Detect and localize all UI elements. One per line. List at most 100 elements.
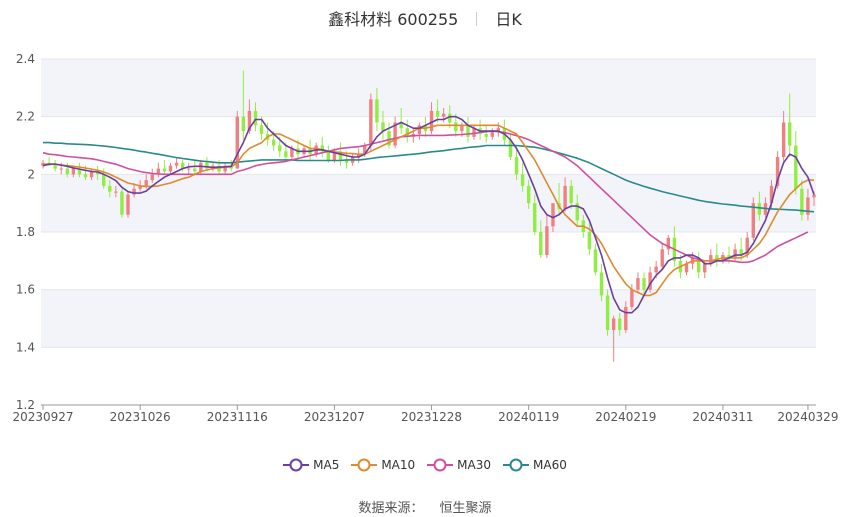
candle-body bbox=[108, 185, 112, 192]
candle bbox=[715, 243, 719, 267]
candle-body bbox=[338, 151, 343, 160]
candle-body bbox=[812, 194, 816, 198]
candle bbox=[806, 188, 810, 221]
candle bbox=[369, 93, 373, 152]
candle-body bbox=[563, 185, 567, 209]
candle-body bbox=[290, 148, 294, 158]
candle bbox=[180, 159, 185, 172]
candle-body bbox=[235, 116, 239, 169]
candle bbox=[399, 108, 403, 134]
candle-body bbox=[751, 203, 755, 238]
title-divider bbox=[476, 12, 478, 26]
candle-body bbox=[259, 125, 264, 134]
candle-body bbox=[278, 145, 282, 152]
candle-body bbox=[684, 263, 689, 273]
candle bbox=[800, 180, 804, 221]
x-tick-label: 20230927 bbox=[12, 410, 73, 424]
candle-body bbox=[587, 232, 592, 250]
candle-body bbox=[526, 185, 531, 204]
candle bbox=[393, 116, 397, 149]
x-tick-label: 20231116 bbox=[207, 410, 268, 424]
candle-body bbox=[624, 306, 628, 331]
candle bbox=[624, 301, 628, 333]
candle-body bbox=[126, 194, 130, 215]
y-tick-label: 2.4 bbox=[16, 52, 35, 66]
candle bbox=[788, 93, 792, 158]
candle bbox=[223, 162, 227, 175]
candle-body bbox=[120, 191, 124, 215]
candle bbox=[168, 162, 173, 175]
candle bbox=[490, 128, 494, 140]
candle-body bbox=[781, 122, 786, 158]
ma10-line bbox=[43, 124, 814, 297]
candle-body bbox=[363, 145, 367, 155]
candle-body bbox=[65, 168, 69, 175]
candle-body bbox=[788, 122, 792, 146]
candle-body bbox=[539, 232, 543, 256]
candle bbox=[636, 272, 640, 293]
candle bbox=[696, 252, 701, 279]
candle-body bbox=[332, 151, 337, 160]
candle bbox=[539, 220, 543, 258]
candle-body bbox=[605, 295, 610, 331]
candle-body bbox=[800, 188, 804, 215]
y-tick-label: 1.2 bbox=[16, 398, 35, 412]
grid-band bbox=[41, 59, 816, 117]
candle bbox=[569, 180, 573, 209]
legend-item-ma60[interactable]: MA60 bbox=[503, 458, 567, 472]
candle-body bbox=[162, 168, 167, 172]
candle-body bbox=[393, 122, 397, 146]
candle bbox=[648, 266, 652, 293]
candle-body bbox=[205, 162, 209, 169]
candle-body bbox=[727, 255, 731, 258]
plot-background bbox=[41, 59, 816, 348]
candle bbox=[593, 243, 598, 276]
grid-band bbox=[41, 174, 816, 232]
candle-body bbox=[199, 162, 203, 172]
candle bbox=[156, 162, 161, 178]
source-label: 数据来源： bbox=[358, 501, 424, 516]
candle-body bbox=[794, 145, 798, 189]
legend-marker-icon bbox=[427, 458, 454, 472]
y-tick-label: 1.8 bbox=[16, 225, 35, 239]
candle-body bbox=[132, 188, 136, 195]
ma60-line bbox=[43, 141, 815, 213]
candle-body bbox=[223, 165, 227, 172]
x-tick-label: 20240311 bbox=[692, 410, 753, 424]
candle-body bbox=[660, 249, 664, 267]
legend-item-ma30[interactable]: MA30 bbox=[427, 458, 491, 472]
candle-body bbox=[399, 122, 403, 129]
candle bbox=[417, 122, 422, 140]
candle-body bbox=[618, 318, 622, 331]
legend-item-ma5[interactable]: MA5 bbox=[283, 458, 339, 472]
candle-body bbox=[375, 99, 379, 123]
candle bbox=[187, 162, 191, 175]
candle-body bbox=[508, 139, 513, 158]
candle-body bbox=[611, 318, 616, 331]
candle-body bbox=[71, 168, 76, 175]
candle bbox=[739, 237, 743, 261]
candle-body bbox=[369, 99, 373, 146]
candle-body bbox=[533, 203, 537, 232]
candle-body bbox=[454, 122, 458, 132]
candle-body bbox=[89, 171, 94, 178]
x-tick-label: 20240119 bbox=[498, 410, 559, 424]
legend-marker-icon bbox=[283, 458, 310, 472]
legend-marker-icon bbox=[503, 458, 530, 472]
candle bbox=[132, 182, 136, 198]
candle bbox=[405, 119, 409, 143]
legend-item-ma10[interactable]: MA10 bbox=[351, 458, 415, 472]
candle-body bbox=[253, 110, 258, 126]
candle-body bbox=[187, 168, 191, 170]
candle-body bbox=[806, 197, 810, 215]
y-tick-label: 2.2 bbox=[16, 110, 35, 124]
legend-label: MA5 bbox=[313, 458, 340, 472]
candle-body bbox=[745, 237, 749, 256]
candle bbox=[563, 177, 567, 212]
candle-body bbox=[709, 255, 713, 264]
candle-body bbox=[648, 272, 652, 290]
candlestick-chart: 1.21.41.61.822.22.4 20230927 20231026 2023… bbox=[12, 52, 838, 424]
candle-body bbox=[599, 272, 604, 296]
candle-body bbox=[472, 128, 476, 137]
candle-body bbox=[630, 289, 634, 307]
